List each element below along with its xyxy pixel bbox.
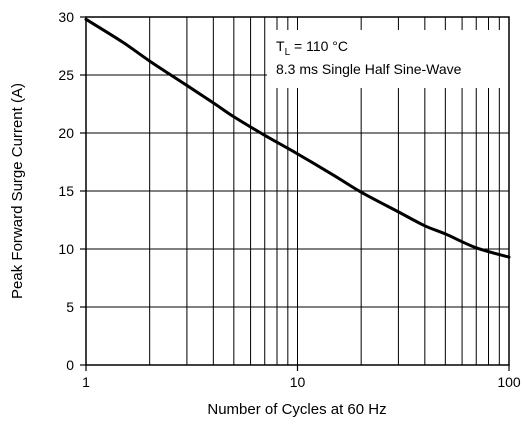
- y-tick-label: 30: [58, 9, 74, 25]
- annotation-subscript: L: [285, 47, 291, 58]
- y-axis-title: Peak Forward Surge Current (A): [9, 83, 26, 299]
- annotation-line-2: 8.3 ms Single Half Sine-Wave: [276, 61, 462, 77]
- y-tick-label: 10: [58, 241, 74, 257]
- annotation-line-1: TL = 110 °C: [276, 38, 348, 58]
- x-axis-title: Number of Cycles at 60 Hz: [207, 401, 386, 418]
- annotation-t: T: [276, 38, 285, 54]
- y-tick-label: 0: [66, 357, 74, 373]
- surge-current-curve: [84, 17, 511, 259]
- curve-layer: [84, 17, 511, 259]
- annotation-temperature: = 110 °C: [290, 38, 348, 54]
- x-tick-label: 1: [82, 374, 90, 390]
- y-tick-label: 25: [58, 67, 74, 83]
- y-tick-label: 15: [58, 183, 74, 199]
- y-tick-label: 20: [58, 125, 74, 141]
- tick-layer: 0 5 10 15 20 25 30 1 10 100: [58, 9, 520, 390]
- x-tick-label: 10: [290, 374, 306, 390]
- annotation-background: [267, 30, 509, 88]
- y-tick-label: 5: [66, 299, 74, 315]
- x-tick-label: 100: [497, 374, 521, 390]
